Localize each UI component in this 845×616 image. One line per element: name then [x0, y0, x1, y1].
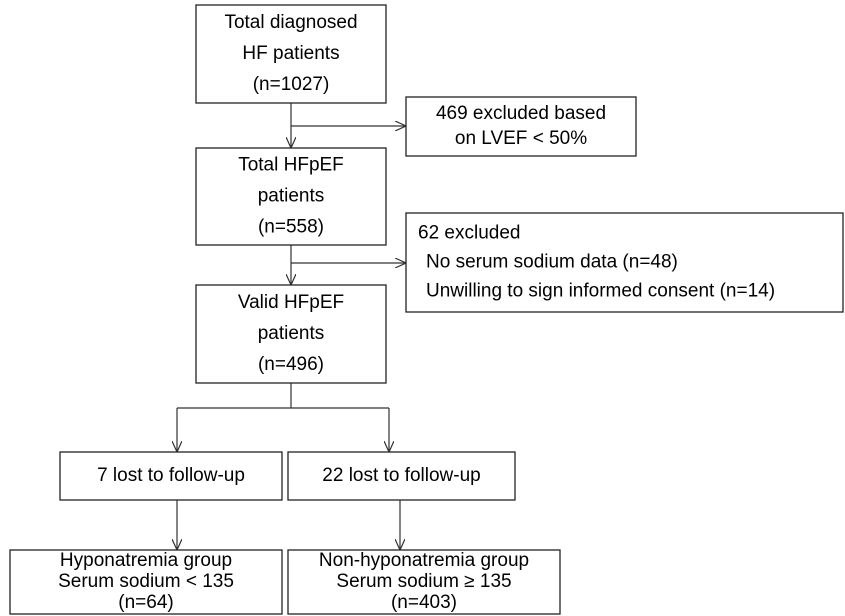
node-text: Unwilling to sign informed consent (n=14…: [426, 281, 775, 302]
node-text: Total HFpEF: [238, 155, 344, 176]
box: [9, 549, 283, 615]
box: [405, 96, 637, 157]
node-text: on LVEF < 50%: [455, 128, 587, 149]
node-text: HF patients: [242, 43, 339, 64]
node-text: Serum sodium ≥ 135: [336, 571, 511, 592]
node-text: No serum sodium data (n=48): [426, 252, 678, 273]
node-text: patients: [258, 323, 325, 344]
connectors: [177, 103, 406, 550]
node-text: Serum sodium < 135: [58, 571, 234, 592]
box: [59, 451, 283, 501]
node-text: Hyponatremia group: [60, 550, 232, 571]
node-text: 62 excluded: [418, 223, 520, 244]
node-text: Non-hyponatremia group: [319, 550, 529, 571]
node-text: (n=496): [258, 354, 324, 375]
node-text: 22 lost to follow-up: [322, 465, 480, 486]
node-text: 469 excluded based: [436, 103, 606, 124]
box: [287, 549, 561, 615]
node-text: Valid HFpEF: [238, 292, 344, 313]
node-text: (n=1027): [253, 74, 330, 95]
box: [195, 284, 387, 384]
node-text: (n=64): [118, 592, 173, 613]
node-text: 7 lost to follow-up: [97, 465, 245, 486]
node-text: (n=558): [258, 217, 324, 238]
node-text: Total diagnosed: [224, 12, 357, 33]
node-text: (n=403): [391, 592, 457, 613]
node-text: patients: [258, 186, 325, 207]
box: [195, 147, 387, 246]
box: [287, 451, 516, 501]
box: [195, 4, 387, 104]
box: [405, 212, 844, 313]
